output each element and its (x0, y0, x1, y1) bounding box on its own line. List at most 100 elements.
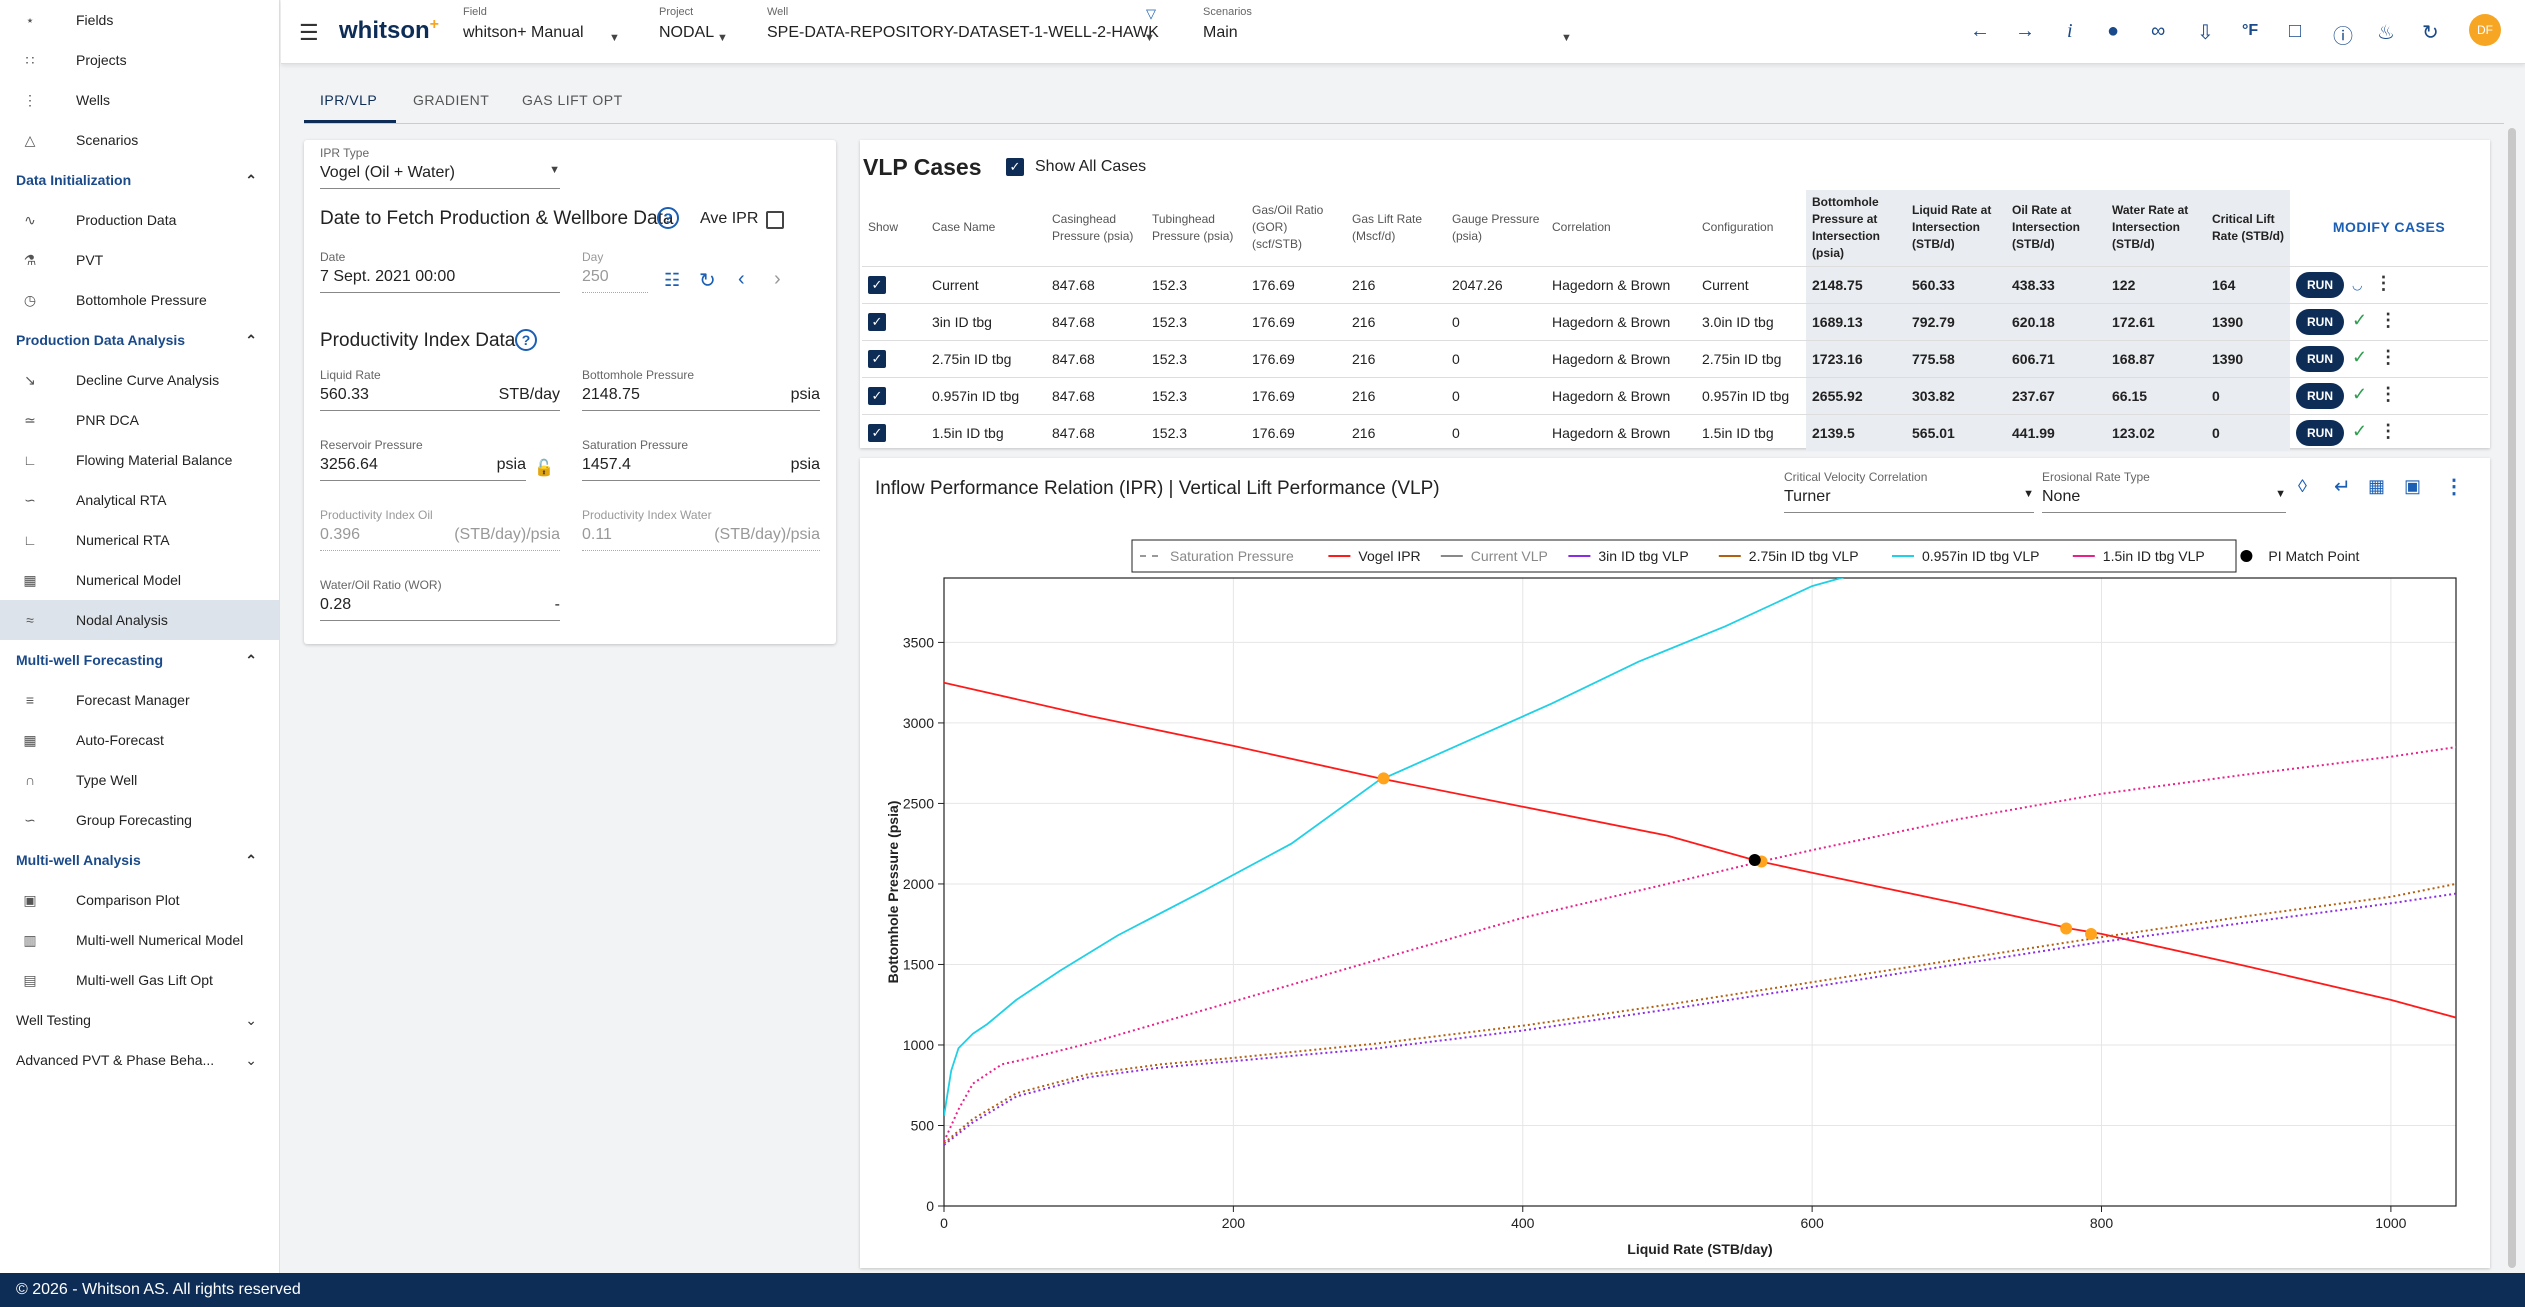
more-vert-icon[interactable]: ⋮ (2379, 309, 2398, 330)
field-select[interactable]: Field whitson+ Manual ▼ (463, 6, 620, 44)
run-button[interactable]: RUN (2296, 271, 2344, 298)
sidebar-item-label: Type Well (76, 772, 138, 788)
section-title: Well Testing (16, 1012, 91, 1028)
legend-label: 0.957in ID tbg VLP (1922, 548, 2040, 564)
sidebar-section-data-initialization[interactable]: Data Initialization ⌃ (0, 160, 279, 200)
scenario-select[interactable]: Scenarios Main ▼ (1203, 6, 1572, 44)
table-cell: 0 (2206, 413, 2290, 451)
return-icon[interactable]: ↵ (2334, 476, 2351, 498)
modify-cases-button[interactable]: MODIFY CASES (2332, 218, 2446, 235)
run-button[interactable]: RUN (2296, 419, 2344, 446)
sidebar-section-production-data-analysis[interactable]: Production Data Analysis ⌃ (0, 320, 279, 360)
date-field[interactable]: Date 7 Sept. 2021 00:00 (320, 250, 560, 293)
sidebar-item-bottomhole-pressure[interactable]: ◷ Bottomhole Pressure (0, 280, 279, 320)
wor-field[interactable]: Water/Oil Ratio (WOR) 0.28 - (320, 578, 560, 621)
sync-icon[interactable]: ↻ (699, 270, 716, 292)
show-case-checkbox[interactable]: ✓ (868, 312, 886, 331)
brand-logo[interactable]: whitson+ (339, 16, 439, 44)
sidebar-item-type-well[interactable]: ∩ Type Well (0, 760, 279, 800)
link-icon[interactable]: ∞ (2151, 20, 2166, 42)
menu-icon[interactable]: ☰ (299, 20, 319, 45)
sidebar-item-production-data[interactable]: ∿ Production Data (0, 200, 279, 240)
download-icon[interactable]: ⇩ (2197, 22, 2214, 44)
sidebar-item-numerical-model[interactable]: ▦ Numerical Model (0, 560, 279, 600)
avatar[interactable]: DF (2469, 14, 2501, 46)
sidebar-item-nodal-analysis[interactable]: ≈ Nodal Analysis (0, 600, 279, 640)
sidebar-section-advanced-pvt-phase-beha-[interactable]: Advanced PVT & Phase Beha... ⌄ (0, 1040, 279, 1080)
bhp-field[interactable]: Bottomhole Pressure 2148.75 psia (582, 368, 820, 411)
reservoir-pressure-field[interactable]: Reservoir Pressure 3256.64 psia (320, 438, 526, 481)
fit-screen-icon[interactable]: ▣ (2404, 476, 2422, 496)
sidebar-item-auto-forecast[interactable]: ▦ Auto-Forecast (0, 720, 279, 760)
globe-icon[interactable]: ● (2107, 20, 2120, 42)
sidebar-item-pvt[interactable]: ⚗ PVT (0, 240, 279, 280)
run-button[interactable]: RUN (2296, 382, 2344, 409)
sidebar-item-numerical-rta[interactable]: ∟ Numerical RTA (0, 520, 279, 560)
sidebar-item-wells[interactable]: ⋮ Wells (0, 80, 279, 120)
filter-icon[interactable]: ▽ (1146, 6, 1156, 21)
tab-ipr-vlp[interactable]: IPR/VLP (320, 92, 378, 108)
series-line-2-75in-id-tbg-vlp (944, 882, 2456, 1144)
show-case-checkbox[interactable]: ✓ (868, 275, 886, 294)
sidebar-section-multi-well-forecasting[interactable]: Multi-well Forecasting ⌃ (0, 640, 279, 680)
sidebar-item-forecast-manager[interactable]: ≡ Forecast Manager (0, 680, 279, 720)
run-button[interactable]: RUN (2296, 345, 2344, 372)
multiwell-numerical-icon: ▥ (23, 931, 37, 948)
pi-oil-label: Productivity Index Oil (320, 508, 433, 522)
erosional-rate-select[interactable]: Erosional Rate Type None ▼ (2042, 470, 2286, 513)
arrow-back-icon[interactable]: ← (1970, 20, 1990, 42)
sidebar-item-fields[interactable]: ⋆ Fields (0, 0, 279, 40)
chevron-right-icon[interactable]: › (774, 268, 781, 290)
lock-open-icon[interactable]: 🔓 (534, 460, 554, 477)
tab-gradient[interactable]: GRADIENT (413, 92, 490, 108)
fahrenheit-icon[interactable]: °F (2242, 22, 2259, 39)
sidebar-item-projects[interactable]: ∷ Projects (0, 40, 279, 80)
saturation-pressure-field[interactable]: Saturation Pressure 1457.4 psia (582, 438, 820, 481)
sidebar-item-comparison-plot[interactable]: ▣ Comparison Plot (0, 880, 279, 920)
liquid-rate-field[interactable]: Liquid Rate 560.33 STB/day (320, 368, 560, 411)
arrow-forward-icon[interactable]: → (2015, 20, 2035, 42)
more-vert-icon[interactable]: ⋮ (2379, 346, 2398, 367)
more-vert-icon[interactable]: ⋮ (2374, 272, 2393, 293)
info-icon[interactable]: i (2067, 20, 2073, 42)
more-vert-icon[interactable]: ⋮ (2379, 383, 2398, 404)
help-icon[interactable]: ? (515, 329, 537, 351)
project-select[interactable]: Project NODAL ▼ (659, 6, 728, 44)
node-icon[interactable]: ◊ (2298, 476, 2307, 496)
show-all-checkbox[interactable]: ✓ (1006, 158, 1024, 176)
sidebar-item-flowing-material-balance[interactable]: ∟ Flowing Material Balance (0, 440, 279, 480)
chevron-left-icon[interactable]: ‹ (738, 268, 745, 290)
ipr-type-select[interactable]: IPR Type Vogel (Oil + Water) ▼ (320, 146, 560, 189)
show-case-checkbox[interactable]: ✓ (868, 386, 886, 405)
run-button[interactable]: RUN (2296, 308, 2344, 335)
field-value: whitson+ Manual (463, 24, 584, 41)
sidebar-item-group-forecasting[interactable]: ∽ Group Forecasting (0, 800, 279, 840)
bell-icon[interactable]: ♨ (2377, 22, 2395, 44)
refresh-icon[interactable]: ↻ (2422, 22, 2439, 44)
sidebar-item-pnr-dca[interactable]: ≃ PNR DCA (0, 400, 279, 440)
table-icon[interactable]: ▦ (2368, 476, 2386, 496)
sidebar-section-well-testing[interactable]: Well Testing ⌄ (0, 1000, 279, 1040)
ave-ipr-checkbox[interactable] (766, 211, 784, 229)
more-vert-icon[interactable]: ⋮ (2379, 420, 2398, 441)
sidebar-item-multi-well-gas-lift-opt[interactable]: ▤ Multi-well Gas Lift Opt (0, 960, 279, 1000)
sidebar-section-multi-well-analysis[interactable]: Multi-well Analysis ⌃ (0, 840, 279, 880)
tab-gas-lift-opt[interactable]: GAS LIFT OPT (522, 92, 623, 108)
active-tab-indicator (304, 120, 396, 123)
sidebar-item-analytical-rta[interactable]: ∽ Analytical RTA (0, 480, 279, 520)
sidebar-item-multi-well-numerical-model[interactable]: ▥ Multi-well Numerical Model (0, 920, 279, 960)
table-cell: 237.67 (2006, 376, 2106, 414)
sidebar-item-scenarios[interactable]: △ Scenarios (0, 120, 279, 160)
show-case-checkbox[interactable]: ✓ (868, 349, 886, 368)
calendar-search-icon[interactable]: ☷ (664, 270, 681, 290)
help-icon[interactable]: ? (657, 207, 679, 229)
feedback-icon[interactable]: □ (2289, 20, 2302, 42)
table-cell: 2148.75 (1806, 265, 1906, 303)
more-vert-icon[interactable]: ⋮ (2444, 476, 2464, 498)
sidebar-item-decline-curve-analysis[interactable]: ↘ Decline Curve Analysis (0, 360, 279, 400)
help-icon[interactable]: ⓘ (2333, 26, 2353, 48)
well-select[interactable]: Well SPE-DATA-REPOSITORY-DATASET-1-WELL-… (767, 6, 1159, 44)
critical-velocity-select[interactable]: Critical Velocity Correlation Turner ▼ (1784, 470, 2034, 513)
scrollbar[interactable] (2508, 128, 2516, 1268)
show-case-checkbox[interactable]: ✓ (868, 423, 886, 442)
